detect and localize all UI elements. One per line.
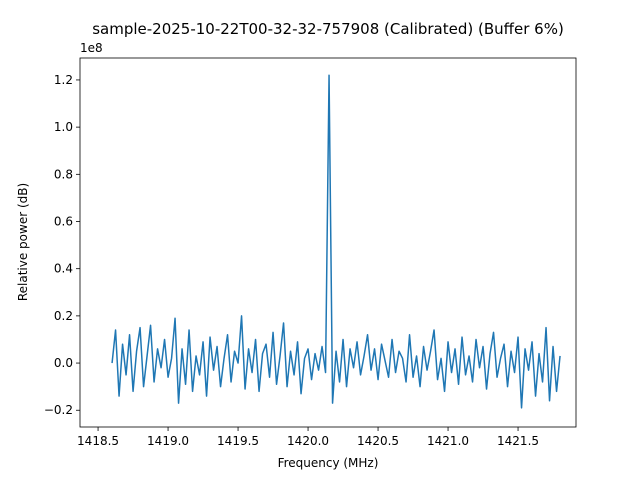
x-tick-label: 1419.0 (147, 434, 189, 448)
x-tick-label: 1420.0 (287, 434, 329, 448)
y-tick-label: 0.0 (54, 356, 73, 370)
chart-title: sample-2025-10-22T00-32-32-757908 (Calib… (92, 20, 564, 38)
y-axis-label: Relative power (dB) (16, 183, 30, 301)
y-offset-label: 1e8 (80, 41, 103, 55)
plot-frame (79, 57, 577, 428)
y-tick-label: 0.6 (54, 215, 73, 229)
y-tick-label: 0.8 (54, 167, 73, 181)
y-tick-label: −0.2 (44, 403, 73, 417)
x-tick-label: 1419.5 (217, 434, 259, 448)
x-axis-label: Frequency (MHz) (278, 456, 379, 470)
y-tick-label: 0.4 (54, 262, 73, 276)
y-tick-label: 1.2 (54, 73, 73, 87)
y-tick-label: 0.2 (54, 309, 73, 323)
x-tick-label: 1418.5 (77, 434, 119, 448)
x-tick-label: 1421.5 (497, 434, 539, 448)
data-line (111, 74, 561, 409)
y-tick-label: 1.0 (54, 120, 73, 134)
x-tick-label: 1421.0 (427, 434, 469, 448)
x-tick-label: 1420.5 (357, 434, 399, 448)
